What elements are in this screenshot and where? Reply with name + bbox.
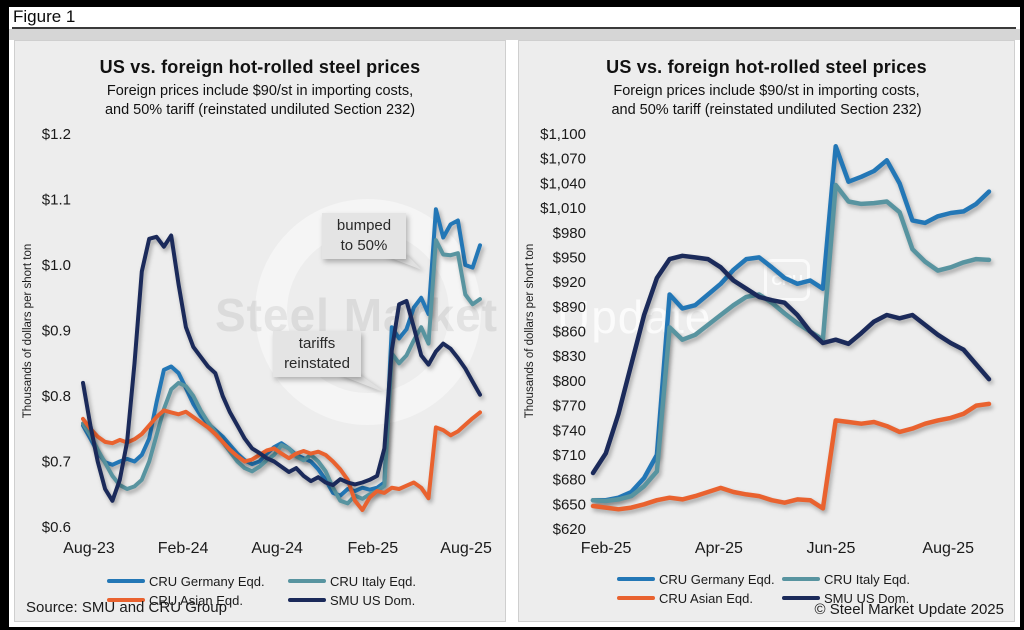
chart-panel-right: Update CRU US vs. foreign hot-rolled ste… bbox=[518, 40, 1015, 622]
y-tick-label: $1,010 bbox=[540, 200, 586, 217]
x-tick-label: Feb-25 bbox=[581, 540, 632, 557]
x-tick-label: Feb-24 bbox=[158, 540, 209, 557]
frame-border-left bbox=[0, 0, 9, 630]
y-tick-label: $620 bbox=[553, 521, 586, 538]
y-tick-label: $920 bbox=[553, 274, 586, 291]
y-tick-label: $860 bbox=[553, 324, 586, 341]
y-tick-label: $680 bbox=[553, 472, 586, 489]
y-axis-title: Thousands of dollars per short ton bbox=[22, 244, 34, 419]
chart-subtitle-line2: and 50% tariff (reinstated undiluted Sec… bbox=[611, 102, 922, 118]
annotation-line: reinstated bbox=[284, 355, 350, 372]
chart-panel-left: Steel Market US vs. foreign hot-rolled s… bbox=[14, 40, 506, 622]
y-tick-label: $0.7 bbox=[42, 454, 71, 471]
y-tick-label: $1,070 bbox=[540, 151, 586, 168]
y-tick-label: $0.8 bbox=[42, 388, 71, 405]
y-tick-label: $650 bbox=[553, 496, 586, 513]
chart-title: US vs. foreign hot-rolled steel prices bbox=[99, 57, 421, 77]
series-line-us bbox=[81, 233, 482, 503]
y-tick-label: $1.2 bbox=[42, 126, 71, 143]
series-line-asian bbox=[590, 401, 992, 512]
y-tick-label: $770 bbox=[553, 398, 586, 415]
chart-title: US vs. foreign hot-rolled steel prices bbox=[606, 57, 927, 77]
source-note: Source: SMU and CRU Group bbox=[26, 599, 227, 616]
x-tick-label: Aug-25 bbox=[440, 540, 492, 557]
x-tick-label: Aug-25 bbox=[922, 540, 974, 557]
y-tick-label: $0.6 bbox=[42, 519, 71, 536]
annotation-line: tariffs bbox=[298, 335, 336, 352]
series-line-asian bbox=[81, 408, 482, 512]
copyright-note: © Steel Market Update 2025 bbox=[814, 601, 1005, 618]
annotation-line: bumped bbox=[336, 217, 392, 234]
x-tick-label: Aug-23 bbox=[63, 540, 115, 557]
frame-border-top bbox=[0, 0, 1024, 7]
series-line-italy bbox=[81, 238, 482, 506]
series-line-italy bbox=[590, 182, 992, 504]
annotation-bumped-to-50: bumped to 50% bbox=[322, 213, 406, 259]
y-tick-label: $1.0 bbox=[42, 257, 71, 274]
y-tick-label: $980 bbox=[553, 225, 586, 242]
y-tick-label: $830 bbox=[553, 348, 586, 365]
x-tick-label: Apr-25 bbox=[695, 540, 743, 557]
right-chart-svg: $1,100 $1,070 $1,040 $1,010 $980 $950 $920 $890… bbox=[524, 126, 992, 557]
y-tick-label: $950 bbox=[553, 249, 586, 266]
chart-subtitle-line1: Foreign prices include $90/st in importi… bbox=[613, 83, 920, 99]
figure-label: Figure 1 bbox=[13, 7, 76, 26]
y-tick-label: $710 bbox=[553, 447, 586, 464]
header-rule bbox=[12, 27, 1016, 29]
series-line-germany bbox=[590, 144, 992, 503]
annotation-line: to 50% bbox=[340, 237, 388, 254]
header-gray-band bbox=[0, 29, 1024, 40]
y-tick-label: $890 bbox=[553, 299, 586, 316]
y-tick-label: $0.9 bbox=[42, 323, 71, 340]
x-tick-label: Feb-25 bbox=[347, 540, 398, 557]
y-tick-label: $800 bbox=[553, 373, 586, 390]
y-tick-label: $1,100 bbox=[540, 126, 586, 143]
y-tick-label: $1.1 bbox=[42, 192, 71, 209]
annotation-tariffs-reinstated: tariffs reinstated bbox=[273, 331, 361, 377]
x-tick-label: Jun-25 bbox=[807, 540, 856, 557]
frame-border-bottom bbox=[0, 627, 1024, 630]
annotation-pointer bbox=[337, 374, 386, 393]
left-chart-svg: $1.2 $1.1 $1.0 $0.9 $0.8 $0.7 $0.6 Aug-23 Feb-24… bbox=[22, 126, 492, 557]
chart-subtitle-line2: and 50% tariff (reinstated undiluted Sec… bbox=[104, 102, 416, 118]
y-tick-label: $1,040 bbox=[540, 175, 586, 192]
series-line-us bbox=[590, 253, 992, 476]
frame-border-right bbox=[1020, 0, 1024, 630]
y-axis-title: Thousands of dollars per short ton bbox=[524, 244, 536, 419]
chart-subtitle-line1: Foreign prices include $90/st in importi… bbox=[106, 83, 414, 99]
x-tick-label: Aug-24 bbox=[251, 540, 303, 557]
y-tick-label: $740 bbox=[553, 422, 586, 439]
